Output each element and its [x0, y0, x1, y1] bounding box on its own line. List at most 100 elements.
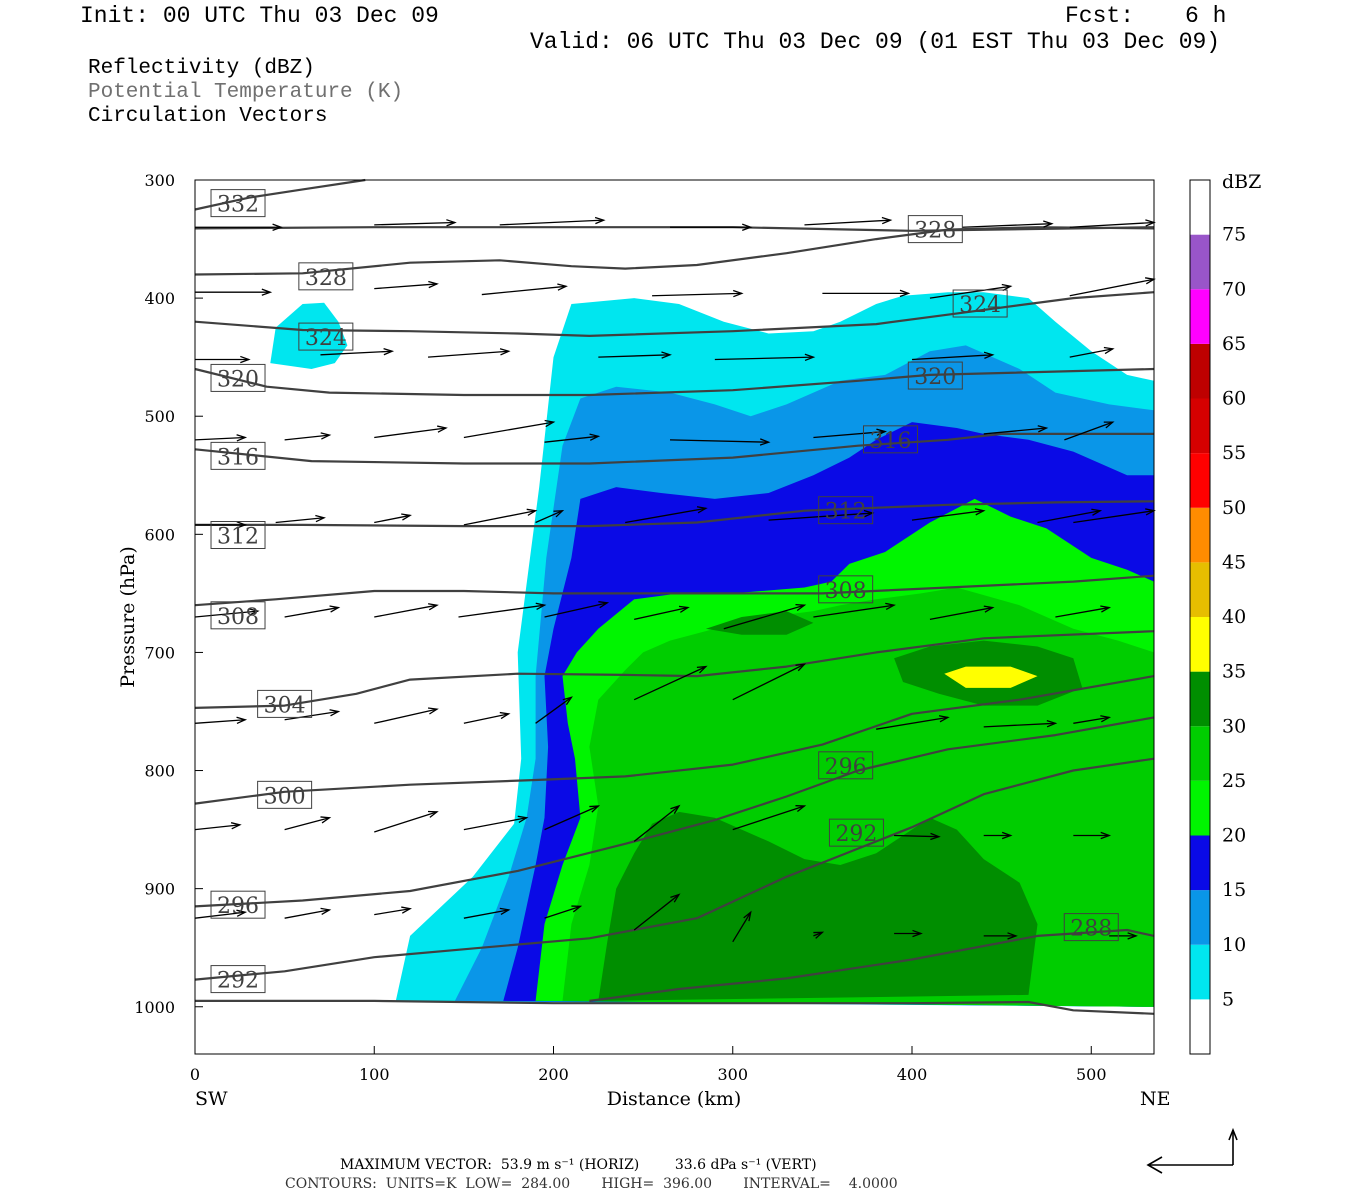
circulation-vector: [284, 605, 341, 618]
circulation-vector: [544, 433, 601, 443]
theta-contour-line: [194, 716, 1155, 908]
circulation-vector: [983, 720, 1058, 728]
svg-text:292: 292: [217, 969, 259, 994]
colorbar-band: [1190, 835, 1210, 891]
circulation-vector: [983, 831, 1013, 840]
colorbar-label: 20: [1222, 825, 1246, 847]
colorbar-label: 55: [1222, 442, 1246, 464]
svg-text:328: 328: [914, 219, 956, 244]
colorbar-band: [1190, 999, 1210, 1054]
theta-contour-line: [194, 367, 1155, 397]
theta-contour-line: [194, 574, 1155, 607]
colorbar-band: [1190, 726, 1210, 781]
circulation-vector: [194, 716, 248, 725]
theta-contour-label: 316: [862, 425, 918, 454]
circulation-vector: [813, 931, 825, 939]
circulation-vector: [194, 608, 260, 618]
circulation-vector: [813, 428, 888, 439]
circulation-vector: [1064, 421, 1115, 441]
circulation-vector: [463, 907, 511, 919]
x-axis-title: Distance (km): [607, 1088, 742, 1110]
circulation-vector: [634, 605, 690, 620]
svg-text:308: 308: [217, 605, 259, 630]
theta-contour-label: 328: [907, 215, 963, 244]
theta-contour-line: [195, 999, 1155, 1015]
svg-text:316: 316: [217, 445, 259, 470]
reflectivity-region-30dbz: [705, 611, 814, 635]
theta-contour-label: 324: [298, 322, 354, 351]
axes-layer: 0 100 200 300 400 500 300 400 500 600 700 800 900 100…: [134, 171, 1106, 1084]
circulation-vector: [284, 432, 332, 441]
forecast-hour: 6 h: [1185, 3, 1227, 29]
circulation-vector: [544, 905, 583, 919]
theta-contour-line: [194, 291, 1155, 337]
reflectivity-region-30dbz: [598, 811, 1038, 1001]
circulation-vector: [284, 816, 332, 831]
theta-contour-label: 320: [907, 361, 963, 390]
reflectivity-region-5dbz: [270, 302, 348, 369]
theta-contour-label: 324: [952, 289, 1008, 318]
theta-contour-label: 312: [210, 521, 266, 550]
colorbar-band: [1190, 617, 1210, 672]
circulation-vector: [1109, 932, 1138, 940]
circulation-vector: [929, 605, 995, 621]
circulation-vector: [633, 893, 681, 931]
y-axis-tick-label: 800: [144, 762, 175, 781]
circulation-vector: [983, 932, 1018, 940]
y-axis-tick-label: 300: [144, 171, 175, 190]
theta-contour-label: 332: [210, 189, 266, 218]
theta-contour-line: [194, 226, 1155, 276]
theta-contour-label: 296: [818, 751, 874, 780]
x-axis-tick-label: 400: [897, 1065, 928, 1084]
colorbar-band: [1190, 562, 1210, 617]
theta-contour-label: 308: [210, 601, 266, 630]
forecast-label: Fcst:: [1065, 3, 1135, 29]
theta-contour-layer: [194, 178, 1155, 1015]
circulation-vector: [284, 907, 332, 919]
theta-label-layer: 332 328 328 324 324 320 320 316 316 312 312 308 308 3…: [210, 189, 1119, 994]
theta-contour-line: [194, 757, 1155, 981]
colorbar-band: [1190, 453, 1210, 508]
theta-contour-line: [194, 630, 1155, 709]
svg-text:328: 328: [305, 266, 347, 291]
svg-text:316: 316: [869, 429, 911, 454]
circulation-vector: [1037, 508, 1103, 524]
circulation-vector: [374, 219, 457, 227]
circulation-vector: [723, 603, 807, 630]
colorbar-label: 40: [1222, 606, 1246, 628]
circulation-vector: [983, 425, 1049, 435]
circulation-vector: [732, 805, 807, 831]
circulation-vector: [463, 815, 529, 831]
circulation-vector: [275, 514, 326, 524]
reflectivity-fill-layer: [270, 292, 1154, 1007]
y-axis-tick-label: 500: [144, 407, 175, 426]
init-time: Init: 00 UTC Thu 03 Dec 09: [80, 3, 439, 29]
colorbar-label: 70: [1222, 278, 1246, 300]
svg-text:304: 304: [264, 693, 306, 718]
colorbar-label: 5: [1222, 988, 1234, 1010]
circulation-vector: [481, 283, 568, 296]
colorbar: 5 10 15 20 25 30 35 40 45 50 55 60 65 70 75: [1189, 179, 1246, 1055]
colorbar-label: 60: [1222, 388, 1246, 410]
svg-text:320: 320: [914, 365, 956, 390]
theta-contour-label: 300: [257, 780, 313, 809]
y-axis-tick-label: 400: [144, 289, 175, 308]
colorbar-label: 10: [1222, 934, 1246, 956]
svg-text:288: 288: [1070, 917, 1112, 942]
field-vectors: Circulation Vectors: [88, 105, 328, 128]
colorbar-band: [1190, 890, 1210, 945]
circulation-vector: [320, 347, 395, 356]
colorbar-band: [1190, 234, 1210, 290]
colorbar-band: [1190, 343, 1210, 399]
circulation-vector: [195, 355, 251, 364]
circulation-vector: [633, 804, 681, 842]
svg-text:332: 332: [217, 193, 259, 218]
field-theta: Potential Temperature (K): [88, 81, 404, 104]
y-axis-tick-label: 700: [144, 643, 175, 662]
x-axis-tick-label: 500: [1076, 1065, 1107, 1084]
svg-text:308: 308: [825, 579, 867, 604]
circulation-vector: [804, 216, 893, 226]
svg-text:296: 296: [825, 755, 867, 780]
x-axis-tick-label: 0: [190, 1065, 200, 1084]
